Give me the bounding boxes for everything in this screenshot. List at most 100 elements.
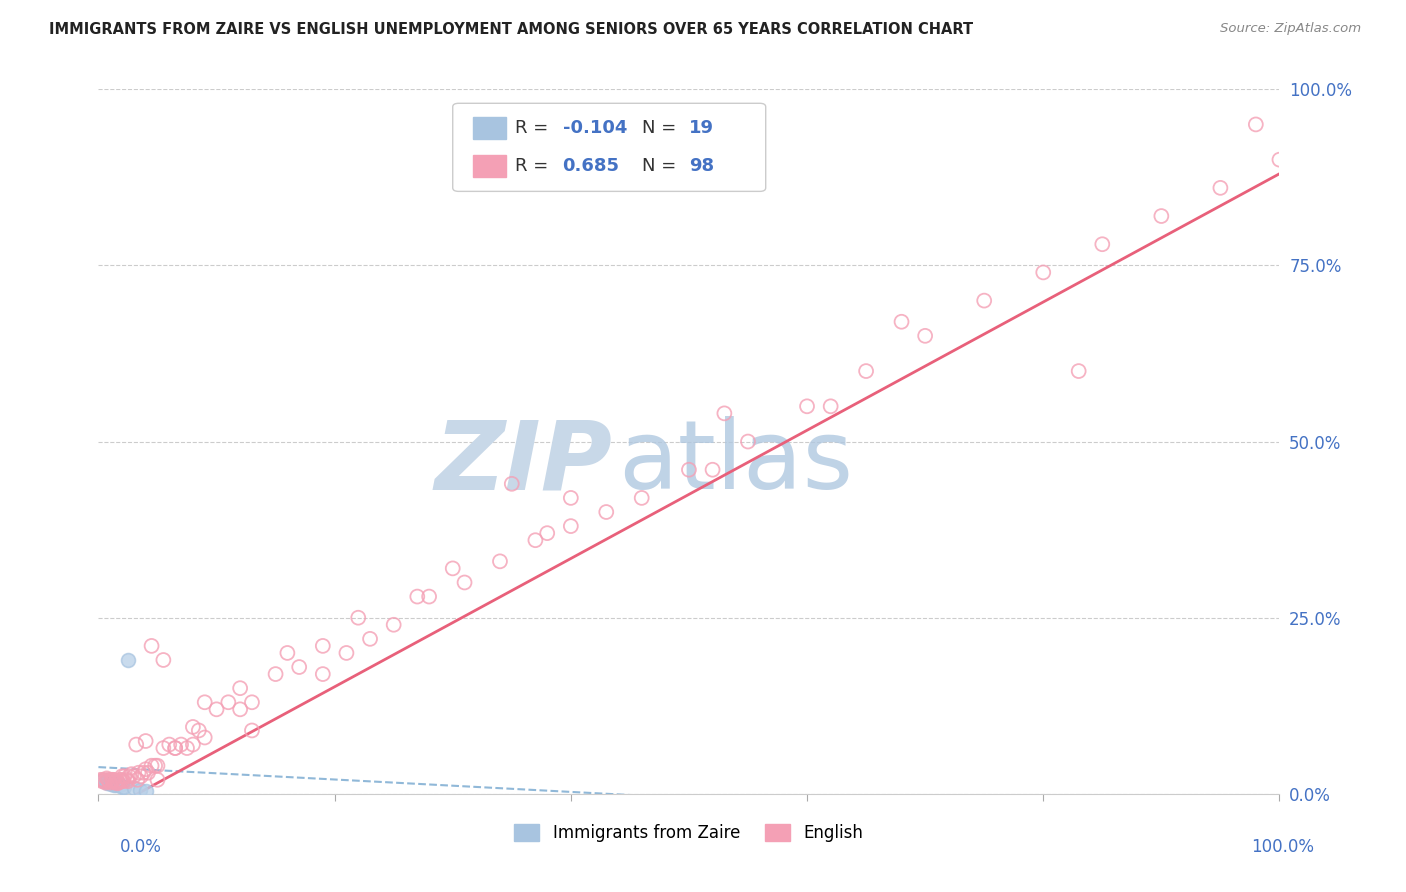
Point [90,772,112,787]
Point [127,772,149,787]
Point [501,476,523,491]
Point [111,769,134,783]
Point [181,720,204,734]
Point [914,328,936,343]
Text: R =: R = [516,119,554,137]
Point [111,772,134,787]
Point [157,738,180,752]
Point [115,772,138,787]
Point [91,772,114,787]
Point [112,780,135,794]
Point [170,738,193,752]
Point [630,491,652,505]
Point [91,774,114,789]
Point [100,777,122,791]
Point [165,741,187,756]
Point [122,769,145,783]
Bar [472,154,506,178]
Text: atlas: atlas [619,417,853,509]
Point [98,775,121,789]
Point [264,667,287,681]
Point [101,775,124,789]
Point [96,776,118,790]
Point [135,784,157,798]
Point [560,519,582,533]
Point [1244,117,1267,131]
Point [98,774,121,789]
Point [702,463,724,477]
Point [406,590,429,604]
Text: -0.104: -0.104 [562,119,627,137]
Point [100,772,122,787]
Point [1209,181,1232,195]
Point [97,772,120,787]
Point [796,399,818,413]
Point [97,772,120,787]
Point [855,364,877,378]
Point [312,639,335,653]
Point [347,610,370,624]
Point [136,765,159,780]
Point [141,758,163,772]
Point [143,758,166,772]
Text: ZIP: ZIP [434,417,612,509]
Text: 0.685: 0.685 [562,157,620,175]
Text: N =: N = [641,119,682,137]
Point [101,772,124,787]
Point [135,734,157,748]
Point [205,702,228,716]
Point [1268,153,1291,167]
Point [117,774,139,789]
Point [128,765,150,780]
Point [276,646,298,660]
Bar [472,117,506,139]
Point [1032,265,1054,279]
Point [240,695,263,709]
Point [98,775,121,789]
Point [181,738,204,752]
Point [418,590,440,604]
Point [146,772,169,787]
Point [108,779,131,793]
Point [359,632,381,646]
Point [98,774,121,789]
Legend: Immigrants from Zaire, English: Immigrants from Zaire, English [508,817,870,849]
Point [111,780,134,794]
Point [135,762,157,776]
Point [94,775,117,789]
Point [101,774,124,789]
FancyBboxPatch shape [453,103,766,192]
Point [112,774,135,789]
Point [110,774,132,789]
Text: 100.0%: 100.0% [1251,838,1315,855]
Point [229,681,252,696]
Point [125,738,148,752]
Point [104,775,127,789]
Point [194,695,217,709]
Text: Source: ZipAtlas.com: Source: ZipAtlas.com [1220,22,1361,36]
Point [117,653,139,667]
Point [713,406,735,420]
Point [103,772,125,787]
Point [105,776,128,790]
Point [105,774,128,789]
Point [121,767,143,781]
Point [103,778,125,792]
Point [453,575,475,590]
Point [96,772,118,786]
Point [1150,209,1173,223]
Point [595,505,617,519]
Point [165,741,187,756]
Point [108,772,131,787]
Point [112,769,135,783]
Point [536,526,558,541]
Point [176,741,198,756]
Point [335,646,357,660]
Point [1067,364,1090,378]
Point [105,779,128,793]
Text: N =: N = [641,157,682,175]
Point [118,769,141,783]
Point [194,731,217,745]
Point [560,491,582,505]
Text: 0.0%: 0.0% [120,838,162,855]
